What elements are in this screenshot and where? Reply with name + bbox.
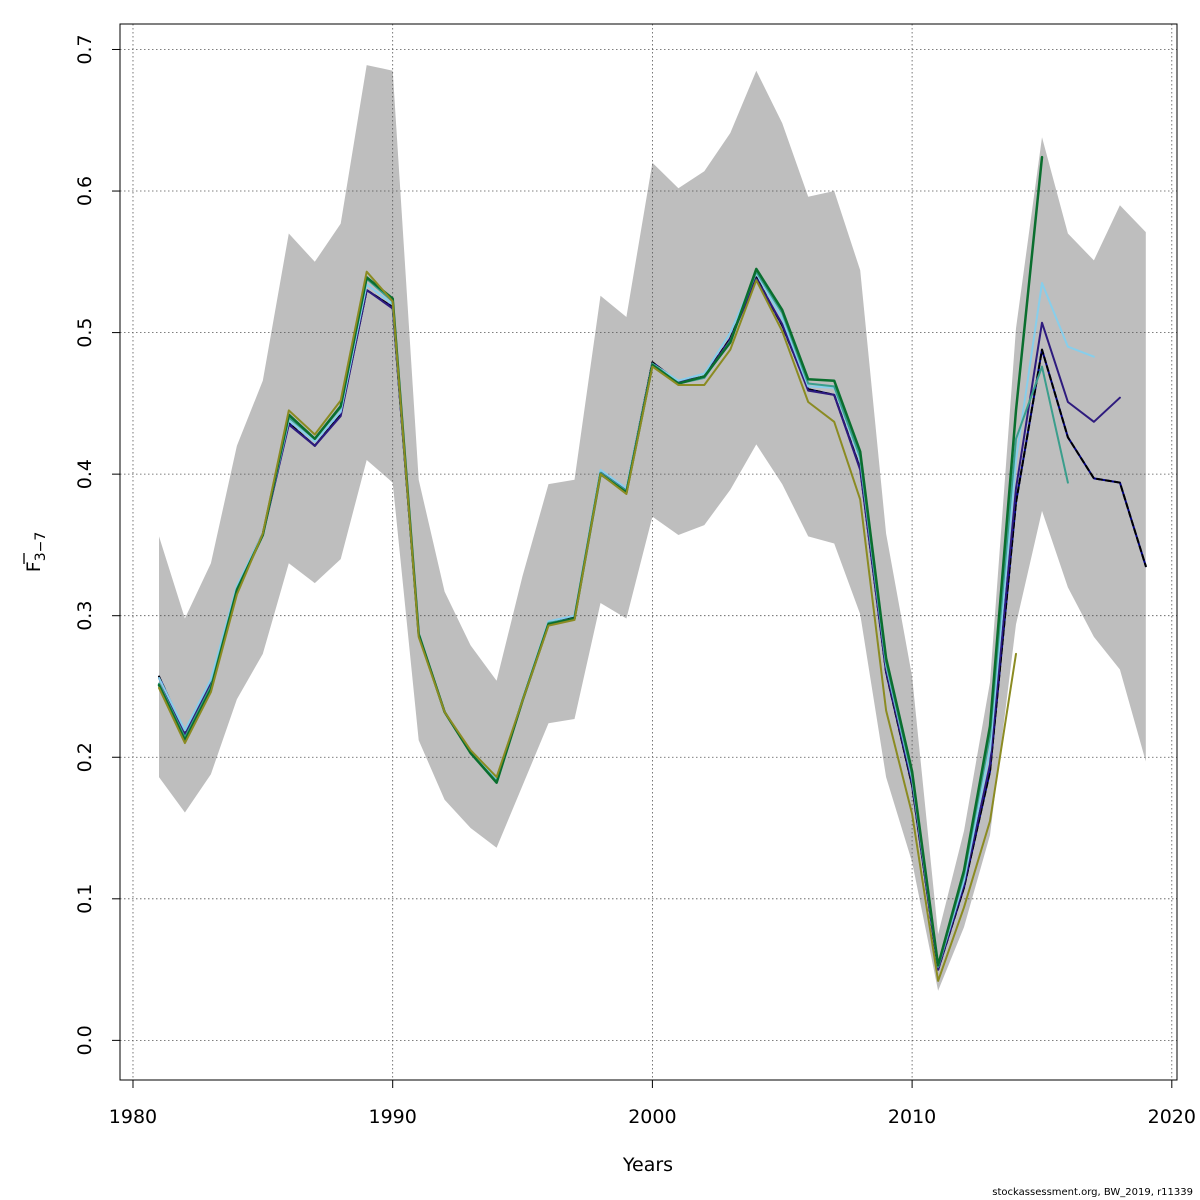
- x-axis-title: Years: [622, 1154, 673, 1176]
- y-tick-label-7: 0.7: [74, 34, 96, 64]
- footer-credit: stockassessment.org, BW_2019, r11339: [992, 1187, 1193, 1198]
- series-layer: [157, 155, 1147, 982]
- axis-layer: 1980 1990 2000 2010 2020 0.0 0.1 0.2 0.3 0.4 0.5 0.…: [74, 34, 1196, 1128]
- y-tick-label-3: 0.3: [74, 601, 96, 631]
- x-tick-label-4: 2020: [1148, 1106, 1196, 1128]
- y-tick-label-1: 0.1: [74, 884, 96, 914]
- y-axis-title-base: F: [23, 561, 45, 572]
- y-axis-title: F3−7: [23, 532, 49, 572]
- y-axis-title-subscript: 3−7: [33, 532, 49, 562]
- y-tick-label-6: 0.6: [74, 176, 96, 206]
- y-tick-label-4: 0.4: [74, 459, 96, 489]
- x-tick-label-0: 1980: [109, 1106, 157, 1128]
- y-tick-label-5: 0.5: [74, 317, 96, 347]
- svg-text:F3−7: F3−7: [23, 532, 49, 572]
- x-tick-label-1: 1990: [369, 1106, 417, 1128]
- y-tick-label-0: 0.0: [74, 1025, 96, 1055]
- series-line-1: [158, 276, 1147, 971]
- x-tick-label-3: 2010: [888, 1106, 936, 1128]
- y-tick-label-2: 0.2: [74, 742, 96, 772]
- series-line-6: [158, 270, 1017, 982]
- x-tick-label-2: 2000: [628, 1106, 676, 1128]
